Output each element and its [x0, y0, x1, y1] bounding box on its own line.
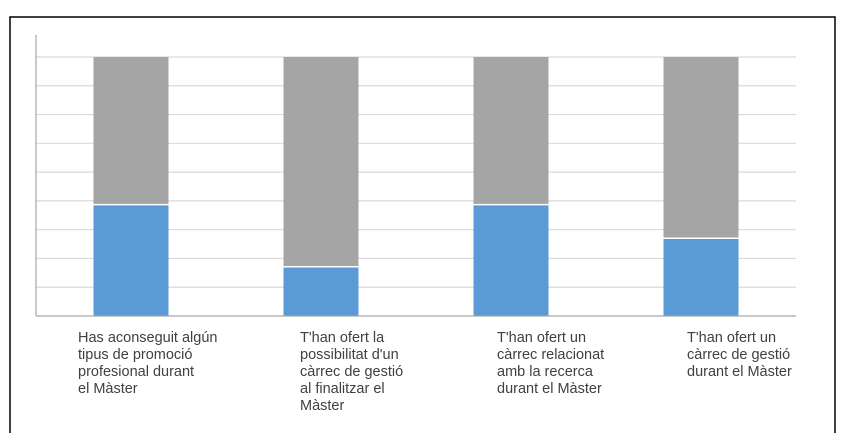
category-label-line: tipus de promoció — [78, 347, 192, 363]
bar-segment-series-2 — [93, 57, 169, 205]
category-label-line: càrrec de gestió — [687, 347, 790, 363]
bar-segment-series-1 — [93, 204, 169, 316]
category-label-line: T'han ofert un — [687, 330, 776, 346]
category-label: Has aconseguit algún tipus de promoció pro… — [78, 330, 217, 397]
bar-segment-series-1 — [473, 204, 549, 316]
chart-frame — [9, 16, 836, 433]
category-labels: Has aconseguit algún tipus de promoció pro… — [78, 330, 792, 414]
category-label-line: possibilitat d'un — [300, 347, 399, 363]
category-label: T'han ofert la possibilitat d'un càrrec de… — [300, 330, 403, 414]
bars — [93, 57, 739, 316]
category-label-line: T'han ofert un — [497, 330, 586, 346]
bar-segment-series-1 — [663, 238, 739, 316]
bar-segment-series-2 — [473, 57, 549, 205]
outer-frame — [9, 16, 836, 433]
category-label: T'han ofert un càrrec de gestió durant el … — [687, 330, 792, 380]
bar-segment-series-2 — [283, 57, 359, 267]
category-label-line: Màster — [300, 398, 344, 414]
category-label-line: profesional durant — [78, 364, 194, 380]
category-label-line: durant el Màster — [497, 381, 602, 397]
category-label-line: durant el Màster — [687, 364, 792, 380]
category-label-line: T'han ofert la — [300, 330, 385, 346]
category-label: T'han ofert un càrrec relacionat amb la re… — [497, 330, 604, 397]
bar-segment-series-2 — [663, 57, 739, 239]
category-label-line: al finalitzar el — [300, 381, 385, 397]
axes — [35, 35, 796, 317]
bar-segment-series-1 — [283, 266, 359, 316]
category-label-line: càrrec relacionat — [497, 347, 604, 363]
category-label-line: amb la recerca — [497, 364, 594, 380]
category-label-line: el Màster — [78, 381, 138, 397]
category-label-line: càrrec de gestió — [300, 364, 403, 380]
category-label-line: Has aconseguit algún — [78, 330, 217, 346]
